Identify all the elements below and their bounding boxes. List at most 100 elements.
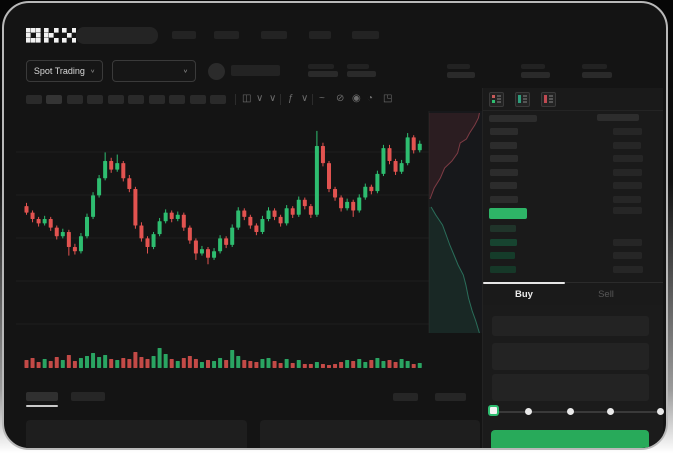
ask-amount[interactable] (613, 182, 642, 189)
bid-price[interactable] (490, 238, 517, 246)
trade-form (483, 305, 663, 448)
indicators-icon[interactable]: ƒ (288, 93, 294, 104)
snapshot-icon[interactable]: ◉ (352, 93, 361, 104)
timeframe-chevron-icon[interactable]: ∨ (269, 93, 277, 104)
last-price-highlight[interactable] (489, 208, 527, 219)
bid-price[interactable] (490, 252, 515, 259)
pair-name-placeholder (231, 65, 280, 76)
history-icon[interactable]: ◔ (367, 93, 374, 104)
ask-amount[interactable] (613, 168, 642, 176)
slider-step-dot[interactable] (567, 408, 574, 415)
bottom-tab-active[interactable] (26, 392, 58, 401)
market-type-label: Spot Trading (33, 66, 85, 76)
okx-logo[interactable] (26, 28, 76, 44)
amount-slider-handle[interactable] (488, 405, 499, 416)
orders-panel-placeholder (26, 420, 247, 448)
timeframe-pill[interactable] (46, 95, 62, 104)
stat-value (582, 72, 612, 78)
orderbook-mode-bids-icon[interactable] (515, 92, 530, 107)
tab-buy[interactable]: Buy (515, 289, 533, 300)
toolbar-divider (280, 94, 281, 105)
timeframe-pill[interactable] (26, 95, 42, 104)
chevron-down-icon: ∨ (89, 68, 96, 74)
ask-price[interactable] (490, 182, 517, 189)
line-tools-icon[interactable]: ~ (319, 93, 325, 104)
slider-step-dot[interactable] (607, 408, 614, 415)
stat-label (308, 64, 334, 69)
divider (483, 110, 663, 111)
stat-label (521, 64, 545, 69)
ask-price[interactable] (490, 128, 518, 135)
ask-price[interactable] (490, 195, 518, 203)
ask-price[interactable] (490, 141, 517, 149)
stat-value (447, 72, 475, 78)
slider-step-dot[interactable] (525, 408, 532, 415)
amount-input[interactable] (492, 343, 649, 370)
fullscreen-icon[interactable]: ◳ (383, 93, 393, 104)
timeframe-pill[interactable] (210, 95, 226, 104)
orderbook-header-price (489, 115, 537, 122)
ask-amount[interactable] (613, 195, 641, 203)
bottom-tab-underline (26, 405, 58, 407)
drawing-tools-icon[interactable]: ⊘ (336, 93, 345, 104)
trade-tabs: Buy Sell (483, 282, 663, 305)
nav-item[interactable] (214, 31, 239, 39)
search-bar[interactable] (76, 27, 158, 44)
ask-price[interactable] (490, 155, 518, 162)
orderbook-view-modes (489, 92, 556, 107)
nav-item[interactable] (352, 31, 379, 39)
bottom-action[interactable] (393, 393, 418, 401)
bid-amount[interactable] (613, 238, 642, 246)
bottom-action[interactable] (435, 393, 466, 401)
tab-sell[interactable]: Sell (598, 289, 614, 300)
orders-panel-placeholder (260, 420, 480, 448)
amount-slider-track[interactable] (495, 411, 661, 413)
slider-step-dot[interactable] (657, 408, 664, 415)
bid-price[interactable] (490, 225, 516, 232)
bottom-tab[interactable] (71, 392, 105, 401)
ask-price[interactable] (490, 168, 518, 176)
nav-item[interactable] (309, 31, 331, 39)
toolbar-divider (312, 94, 313, 105)
total-input[interactable] (492, 374, 649, 401)
last-price-amount[interactable] (613, 207, 642, 214)
timeframe-pill[interactable] (190, 95, 206, 104)
stat-label (347, 64, 369, 69)
ask-amount[interactable] (613, 128, 642, 135)
bid-amount[interactable] (613, 252, 642, 259)
stat-value (308, 71, 338, 77)
timeframe-pill[interactable] (149, 95, 165, 104)
buy-submit-button[interactable] (491, 430, 649, 448)
chart-type-chevron-icon[interactable]: ∨ (256, 93, 264, 104)
active-tab-indicator (483, 282, 565, 284)
stat-label (582, 64, 607, 69)
stat-label (447, 64, 470, 69)
nav-item[interactable] (261, 31, 287, 39)
toolbar-divider (235, 94, 236, 105)
timeframe-pill[interactable] (67, 95, 83, 104)
candlestick-chart[interactable] (16, 111, 482, 381)
nav-item[interactable] (172, 31, 196, 39)
orderbook-header-amount (597, 114, 639, 121)
indicators-chevron-icon[interactable]: ∨ (301, 93, 309, 104)
chevron-down-icon: ∨ (182, 68, 188, 74)
stat-value (521, 72, 550, 78)
timeframe-pill[interactable] (169, 95, 185, 104)
bid-price[interactable] (490, 265, 516, 273)
ask-amount[interactable] (613, 141, 641, 149)
bid-amount[interactable] (613, 265, 643, 273)
stat-value (347, 71, 376, 77)
timeframe-pill[interactable] (108, 95, 124, 104)
ask-amount[interactable] (613, 155, 643, 162)
pair-token-icon (208, 63, 225, 80)
chart-type-icon[interactable]: ◫ (242, 93, 252, 104)
market-type-dropdown[interactable]: Spot Trading ∨ (26, 60, 103, 82)
orderbook-mode-both-icon[interactable] (489, 92, 504, 107)
pair-dropdown[interactable]: ∨ (112, 60, 196, 82)
timeframe-pill[interactable] (128, 95, 144, 104)
timeframe-pill[interactable] (87, 95, 103, 104)
price-input[interactable] (492, 316, 649, 336)
orderbook-mode-asks-icon[interactable] (541, 92, 556, 107)
orderbook-panel: Buy Sell (482, 88, 664, 448)
